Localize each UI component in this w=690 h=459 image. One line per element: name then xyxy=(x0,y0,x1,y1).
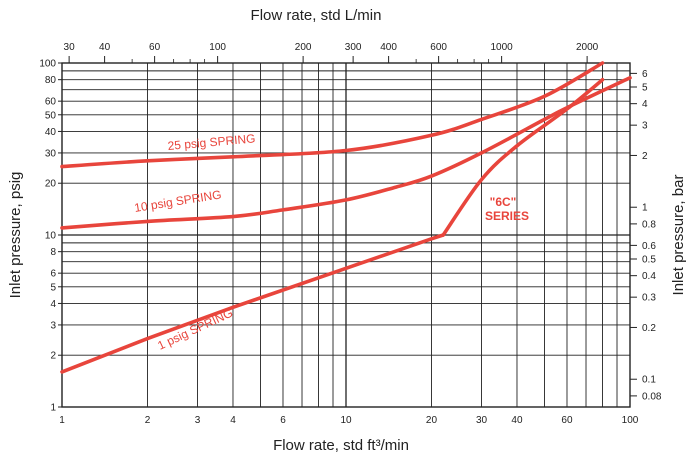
y-tick-label: 60 xyxy=(45,97,57,108)
label-1-psig-spring: 1 psig SPRING xyxy=(155,306,235,353)
left-axis-title: Inlet pressure, psig xyxy=(7,172,24,299)
y-tick-label: 1 xyxy=(50,403,56,414)
y-tick-label: 50 xyxy=(45,110,57,121)
x2-tick-label: 200 xyxy=(295,42,312,53)
y-tick-label: 80 xyxy=(45,75,57,86)
y2-tick-label: 0.5 xyxy=(642,255,656,266)
y-tick-label: 3 xyxy=(50,320,56,331)
right-axis-ticks: 0.08 0.1 0.2 0.3 0.4 0.5 0.6 0.8 1 2 3 4 5 6 xyxy=(630,69,662,402)
x-tick-label: 30 xyxy=(476,415,488,426)
y2-tick-label: 3 xyxy=(642,121,648,132)
y2-tick-label: 4 xyxy=(642,99,648,110)
x2-tick-label: 1000 xyxy=(490,42,513,53)
x2-tick-label: 2000 xyxy=(576,42,599,53)
curve-25-psig-spring xyxy=(60,61,605,169)
x2-tick-label: 400 xyxy=(380,42,397,53)
x-tick-label: 6 xyxy=(280,415,286,426)
y2-tick-label: 0.1 xyxy=(642,375,656,386)
label-series: SERIES xyxy=(485,209,529,223)
x2-tick-label: 40 xyxy=(99,42,111,53)
y2-tick-label: 0.6 xyxy=(642,241,656,252)
x-tick-label: 4 xyxy=(230,415,236,426)
bottom-axis-title: Flow rate, std ft³/min xyxy=(273,437,409,454)
label-6c: "6C" xyxy=(490,195,517,209)
x-tick-label: 2 xyxy=(145,415,151,426)
label-10-psig-spring: 10 psig SPRING xyxy=(133,187,222,215)
y2-tick-label: 0.4 xyxy=(642,271,656,282)
y2-tick-label: 2 xyxy=(642,151,648,162)
y2-tick-label: 0.8 xyxy=(642,219,656,230)
x-tick-label: 100 xyxy=(622,415,639,426)
curve-1-psig-spring xyxy=(60,233,445,374)
y-tick-label: 100 xyxy=(39,59,56,70)
x-tick-label: 1 xyxy=(59,415,65,426)
y-tick-label: 20 xyxy=(45,179,57,190)
top-axis-title: Flow rate, std L/min xyxy=(251,7,382,24)
x-tick-label: 40 xyxy=(511,415,523,426)
x-tick-label: 60 xyxy=(561,415,573,426)
y-tick-label: 2 xyxy=(50,351,56,362)
y-tick-label: 10 xyxy=(45,231,57,242)
y2-tick-label: 0.3 xyxy=(642,293,656,304)
x2-tick-label: 30 xyxy=(64,42,76,53)
y-axis-ticks: 1 2 3 4 5 6 8 10 20 30 40 50 60 80 100 xyxy=(39,59,62,414)
y2-tick-label: 1 xyxy=(642,203,648,214)
y-tick-label: 6 xyxy=(50,269,56,280)
x-tick-label: 20 xyxy=(426,415,438,426)
x-tick-label: 3 xyxy=(195,415,201,426)
y-tick-label: 5 xyxy=(50,282,56,293)
curve-6c-series xyxy=(441,77,605,237)
x2-tick-label: 100 xyxy=(209,42,226,53)
y-tick-label: 30 xyxy=(45,148,57,159)
label-25-psig-spring: 25 psig SPRING xyxy=(167,131,256,153)
x2-tick-label: 300 xyxy=(345,42,362,53)
right-axis-title: Inlet pressure, bar xyxy=(670,175,687,296)
y-tick-label: 40 xyxy=(45,127,57,138)
y2-tick-label: 0.2 xyxy=(642,323,656,334)
top-axis-ticks: 30 40 60 100 200 300 400 600 1000 2000 xyxy=(64,42,599,63)
x-axis-ticks: 1 2 3 4 6 10 20 30 40 60 100 xyxy=(59,415,639,426)
curves xyxy=(60,61,632,374)
y2-tick-label: 0.08 xyxy=(642,391,662,402)
y-tick-label: 8 xyxy=(50,247,56,258)
y2-tick-label: 5 xyxy=(642,83,648,94)
y-tick-label: 4 xyxy=(50,299,56,310)
x2-tick-label: 600 xyxy=(430,42,447,53)
x-tick-label: 10 xyxy=(340,415,352,426)
y2-tick-label: 6 xyxy=(642,69,648,80)
grid xyxy=(61,62,631,408)
x2-tick-label: 60 xyxy=(149,42,161,53)
curve-10-psig-spring xyxy=(60,76,632,230)
